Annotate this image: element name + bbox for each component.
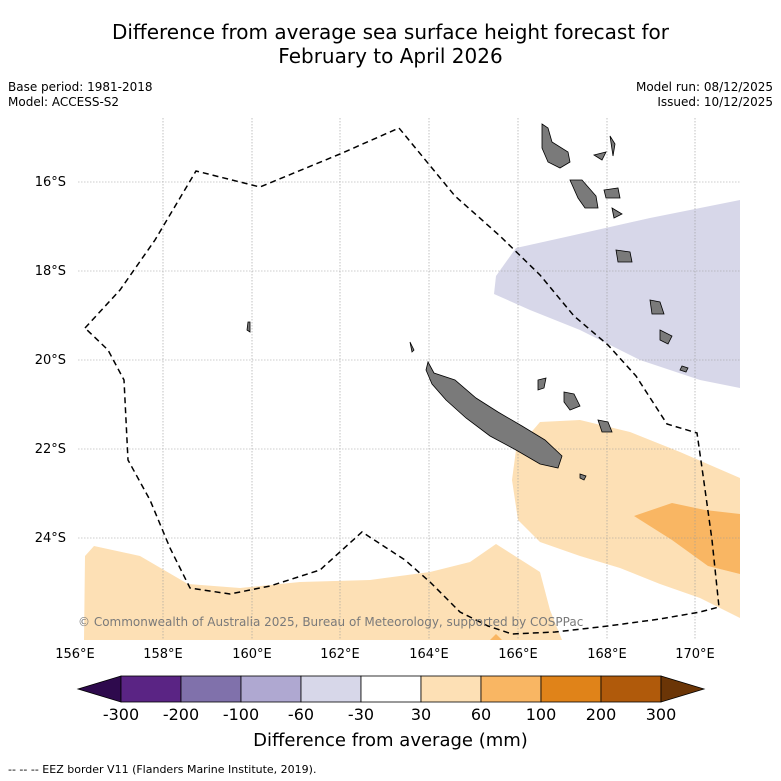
colorbar-tick: -300 [102, 705, 140, 724]
model-run: Model run: 08/12/2025 [635, 80, 773, 94]
copyright-text: © Commonwealth of Australia 2025, Bureau… [78, 615, 583, 629]
lon-label-160e: 160°E [232, 647, 272, 662]
colorbar-title: Difference from average (mm) [253, 730, 528, 751]
lat-label-24s: 24°S [34, 531, 66, 546]
colorbar-segment [420, 675, 482, 703]
colorbar [76, 675, 706, 703]
colorbar-tick: 200 [585, 705, 617, 724]
island-vanuatu-5 [603, 187, 621, 199]
island-loyalty-3 [563, 391, 581, 411]
colorbar-segment [300, 675, 362, 703]
anomaly-region-positive-east [512, 420, 740, 618]
colorbar-segment [600, 675, 662, 703]
island-small-5 [409, 341, 415, 353]
island-small-2 [579, 473, 587, 481]
island-small-4 [537, 377, 547, 391]
anomaly-region-positive-strong [634, 503, 740, 574]
colorbar-extend-left [76, 675, 122, 703]
colorbar-extend-right [660, 675, 706, 703]
colorbar-segment [180, 675, 242, 703]
lon-label-166e: 166°E [498, 647, 538, 662]
issued-date: Issued: 10/12/2025 [657, 95, 773, 109]
island-loyalty-4 [597, 419, 613, 433]
lon-label-170e: 170°E [675, 647, 715, 662]
base-period: Base period: 1981-2018 [8, 80, 153, 94]
anomaly-region-positive-south [84, 544, 562, 640]
new-caledonia-island [425, 360, 563, 469]
eez-border [83, 127, 720, 635]
colorbar-tick: -30 [347, 705, 375, 724]
lat-label-20s: 20°S [34, 353, 66, 368]
colorbar-tick: -100 [222, 705, 260, 724]
anomaly-spot [490, 634, 502, 640]
lat-label-16s: 16°S [34, 175, 66, 190]
island-vanuatu-3 [592, 151, 607, 161]
island-small-3 [246, 321, 251, 333]
meta-right: Model run: 08/12/2025 Issued: 10/12/2025 [636, 80, 773, 110]
island-vanuatu-7 [615, 249, 633, 263]
island-vanuatu-1 [541, 123, 571, 169]
island-vanuatu-4 [609, 135, 616, 157]
colorbar-tick: -200 [162, 705, 200, 724]
model-name: Model: ACCESS-S2 [8, 95, 120, 109]
title-line-1: Difference from average sea surface heig… [111, 20, 670, 44]
colorbar-tick: 100 [525, 705, 557, 724]
colorbar-segment [240, 675, 302, 703]
lon-label-162e: 162°E [320, 647, 360, 662]
island-small-1 [679, 365, 689, 373]
lat-label-18s: 18°S [34, 264, 66, 279]
colorbar-tick: -60 [287, 705, 315, 724]
island-vanuatu-6 [611, 207, 623, 219]
colorbar-tick: 30 [410, 705, 432, 724]
lat-label-22s: 22°S [34, 442, 66, 457]
island-loyalty-2 [659, 329, 673, 345]
island-vanuatu-2 [569, 179, 599, 209]
landmasses [246, 123, 689, 481]
colorbar-segment [360, 675, 422, 703]
meta-left: Base period: 1981-2018 Model: ACCESS-S2 [8, 80, 153, 110]
map-title: Difference from average sea surface heig… [0, 20, 781, 68]
colorbar-tick: 300 [645, 705, 677, 724]
lon-label-158e: 158°E [143, 647, 183, 662]
colorbar-tick: 60 [470, 705, 492, 724]
lon-label-168e: 168°E [587, 647, 627, 662]
lon-label-156e: 156°E [55, 647, 95, 662]
island-loyalty-1 [649, 299, 665, 315]
footer-legend: -- -- -- EEZ border V11 (Flanders Marine… [8, 763, 317, 776]
anomaly-region-negative [494, 200, 740, 388]
colorbar-segment [540, 675, 602, 703]
title-line-2: February to April 2026 [278, 44, 503, 68]
colorbar-segment [480, 675, 542, 703]
lon-label-164e: 164°E [409, 647, 449, 662]
colorbar-segment [120, 675, 182, 703]
gridlines [78, 118, 740, 640]
